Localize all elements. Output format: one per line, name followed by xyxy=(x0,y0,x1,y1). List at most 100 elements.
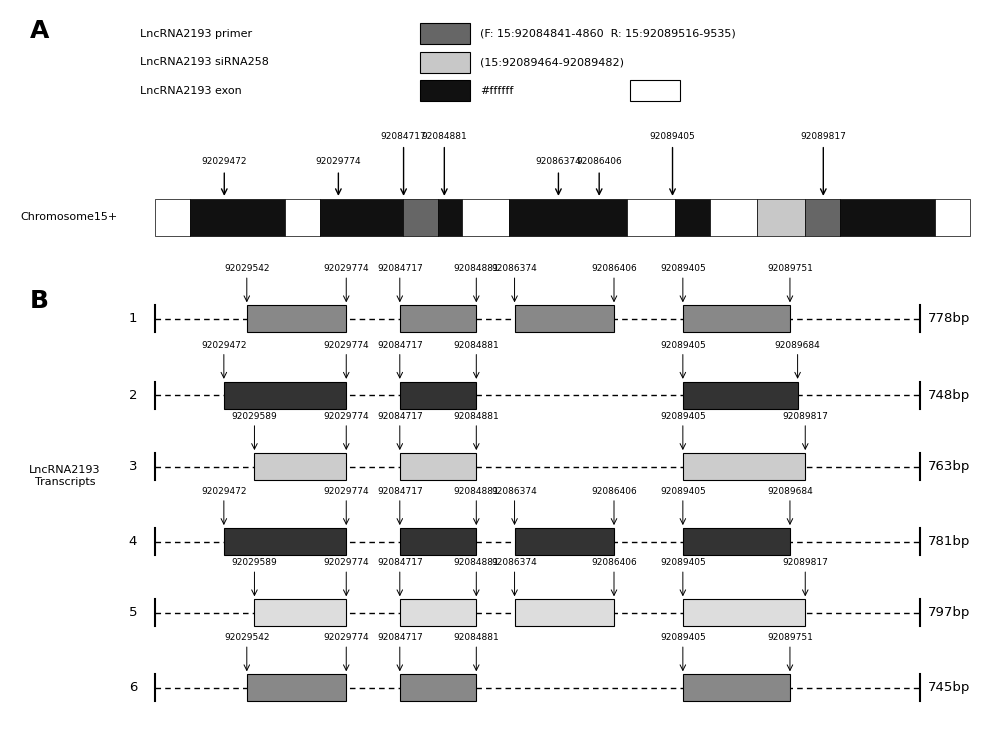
Bar xyxy=(627,199,675,236)
Text: 92089817: 92089817 xyxy=(782,558,828,567)
Bar xyxy=(420,80,470,101)
Text: 92086374: 92086374 xyxy=(536,158,581,166)
Text: 92089405: 92089405 xyxy=(660,633,706,642)
Text: B: B xyxy=(30,289,49,313)
Text: 92089405: 92089405 xyxy=(660,340,706,350)
Bar xyxy=(683,528,790,555)
Text: 92089405: 92089405 xyxy=(650,132,695,141)
Bar xyxy=(400,382,476,409)
Text: 92084881: 92084881 xyxy=(453,487,499,496)
Text: 92084881: 92084881 xyxy=(453,558,499,567)
Text: 3: 3 xyxy=(128,460,137,473)
Bar xyxy=(675,199,710,236)
Bar xyxy=(683,674,790,701)
Text: 4: 4 xyxy=(129,535,137,548)
Text: 92084717: 92084717 xyxy=(377,487,423,496)
Bar xyxy=(438,199,462,236)
Bar xyxy=(935,199,970,236)
Bar xyxy=(840,199,935,236)
Text: 92089405: 92089405 xyxy=(660,264,706,273)
Text: 92084881: 92084881 xyxy=(453,264,499,273)
Text: 92084881: 92084881 xyxy=(453,633,499,642)
Bar xyxy=(254,453,346,480)
Text: (15:92089464-92089482): (15:92089464-92089482) xyxy=(480,57,624,68)
Text: 92029774: 92029774 xyxy=(323,412,369,421)
Text: 92089405: 92089405 xyxy=(660,412,706,421)
Bar xyxy=(400,453,476,480)
Text: LncRNA2193 primer: LncRNA2193 primer xyxy=(140,28,252,39)
Text: 92089817: 92089817 xyxy=(800,132,846,141)
Text: 778bp: 778bp xyxy=(928,312,970,326)
Text: A: A xyxy=(30,19,49,43)
Text: 92089684: 92089684 xyxy=(767,487,813,496)
Text: 92089405: 92089405 xyxy=(660,558,706,567)
Text: 92086406: 92086406 xyxy=(591,487,637,496)
Text: 2: 2 xyxy=(128,388,137,402)
Text: 781bp: 781bp xyxy=(928,535,970,548)
Text: 745bp: 745bp xyxy=(928,681,970,694)
Text: LncRNA2193
Transcripts: LncRNA2193 Transcripts xyxy=(29,466,101,487)
Bar xyxy=(630,80,680,101)
Text: LncRNA2193 siRNA258: LncRNA2193 siRNA258 xyxy=(140,57,269,68)
Bar xyxy=(805,199,840,236)
Text: LncRNA2193 exon: LncRNA2193 exon xyxy=(140,86,242,96)
Text: 92086374: 92086374 xyxy=(492,264,537,273)
Bar xyxy=(320,199,403,236)
Bar xyxy=(400,305,476,332)
Text: 92089817: 92089817 xyxy=(782,412,828,421)
Bar xyxy=(683,453,805,480)
Text: 92086406: 92086406 xyxy=(576,158,622,166)
Text: 92084717: 92084717 xyxy=(377,558,423,567)
Text: Chromosome15+: Chromosome15+ xyxy=(20,212,117,223)
Text: 92084717: 92084717 xyxy=(377,264,423,273)
Text: 92084881: 92084881 xyxy=(453,340,499,350)
Text: 92029589: 92029589 xyxy=(232,412,277,421)
Text: 92084717: 92084717 xyxy=(377,340,423,350)
Bar xyxy=(224,382,346,409)
Text: 6: 6 xyxy=(129,681,137,694)
Text: (F: 15:92084841-4860  R: 15:92089516-9535): (F: 15:92084841-4860 R: 15:92089516-9535… xyxy=(480,28,736,39)
Text: 92084717: 92084717 xyxy=(377,412,423,421)
Bar xyxy=(403,199,438,236)
Text: 763bp: 763bp xyxy=(928,460,970,473)
Bar xyxy=(683,599,805,626)
Bar xyxy=(247,305,346,332)
Text: 92084881: 92084881 xyxy=(453,412,499,421)
Bar xyxy=(400,674,476,701)
Text: 92029542: 92029542 xyxy=(224,264,270,273)
Text: #ffffff: #ffffff xyxy=(480,86,513,96)
Text: 92029589: 92029589 xyxy=(232,558,277,567)
Bar xyxy=(400,528,476,555)
Text: 92086374: 92086374 xyxy=(492,487,537,496)
Text: 92089751: 92089751 xyxy=(767,633,813,642)
Bar xyxy=(247,674,346,701)
Text: 92086406: 92086406 xyxy=(591,558,637,567)
Bar xyxy=(155,199,190,236)
Bar xyxy=(515,528,614,555)
Text: 1: 1 xyxy=(128,312,137,326)
Text: 92084717: 92084717 xyxy=(377,633,423,642)
Text: 92029774: 92029774 xyxy=(323,633,369,642)
Bar xyxy=(509,199,627,236)
Text: 92086406: 92086406 xyxy=(591,264,637,273)
Bar xyxy=(462,199,509,236)
Bar xyxy=(515,305,614,332)
Text: 92029774: 92029774 xyxy=(316,158,361,166)
Text: 92029774: 92029774 xyxy=(323,487,369,496)
Bar xyxy=(420,23,470,44)
Text: 92029774: 92029774 xyxy=(323,558,369,567)
Bar xyxy=(254,599,346,626)
Text: 92029472: 92029472 xyxy=(201,487,247,496)
Bar xyxy=(285,199,320,236)
Text: 92086374: 92086374 xyxy=(492,558,537,567)
Bar xyxy=(683,305,790,332)
Bar xyxy=(757,199,805,236)
Bar xyxy=(420,52,470,73)
Text: 797bp: 797bp xyxy=(928,606,970,619)
Text: 748bp: 748bp xyxy=(928,388,970,402)
Bar xyxy=(515,599,614,626)
Text: 92029472: 92029472 xyxy=(201,340,247,350)
Bar xyxy=(400,599,476,626)
Text: 92089751: 92089751 xyxy=(767,264,813,273)
Bar xyxy=(190,199,285,236)
